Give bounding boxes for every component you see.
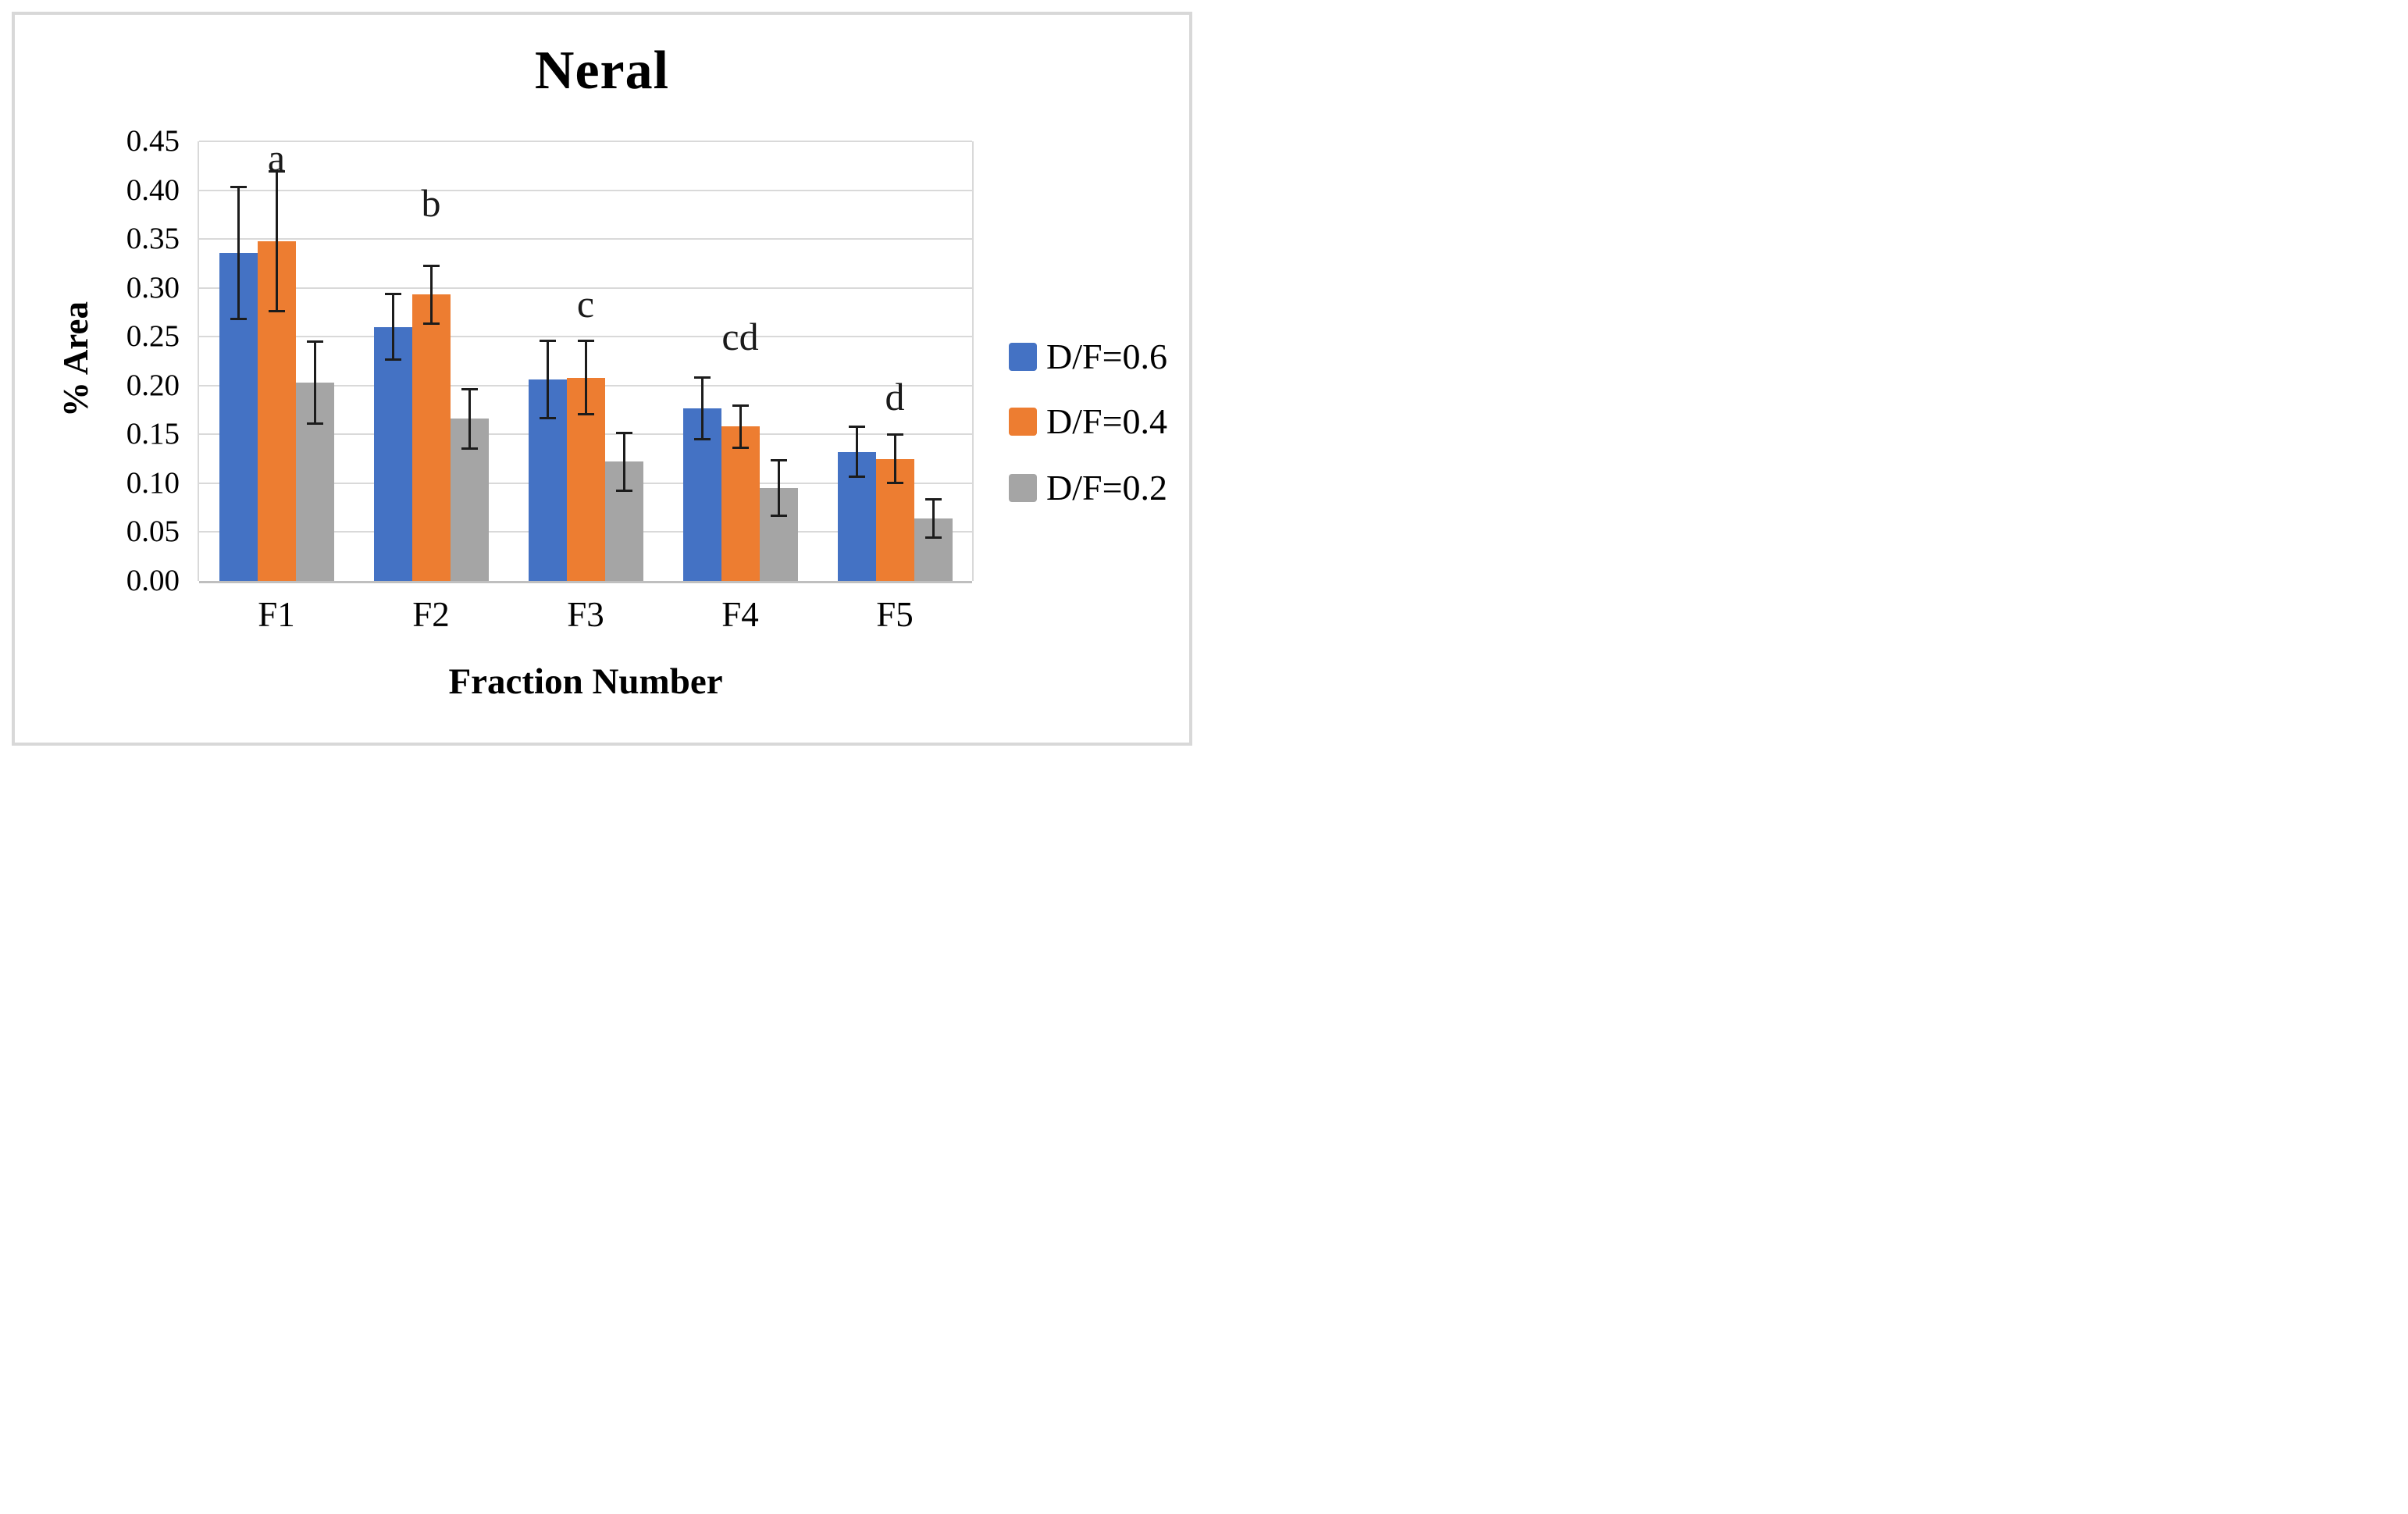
error-bar-line-F5-series0 [855,426,858,478]
y-tick-label-0.35: 0.35 [126,222,180,256]
error-bar-line-F5-series2 [931,498,935,538]
error-bar-line-F1-series1 [275,170,278,312]
figure-border-frame [12,12,1192,746]
error-bar-cap-bottom [886,481,903,484]
x-tick-label-F2: F2 [412,595,450,634]
error-bar-cap-top [268,169,285,173]
error-bar-cap-top [577,340,594,343]
bar-F2-series1 [411,294,451,581]
gridline-0.40 [199,189,972,191]
error-bar-cap-bottom [615,489,632,492]
error-bar-cap-bottom [422,322,440,325]
error-bar-line-F3-series2 [622,432,625,491]
error-bar-cap-bottom [461,447,478,451]
error-bar-cap-top [306,340,323,344]
error-bar-line-F2-series1 [429,265,433,324]
error-bar-line-F2-series0 [391,294,394,361]
neral-bar-chart-figure: Neral % Area 0.00 0.05 0.10 0.15 0.20 0.25 0.3… [0,0,1204,757]
error-bar-cap-top [422,264,440,267]
chart-title: Neral [534,41,670,101]
error-bar-cap-bottom [384,358,401,362]
bar-F2-series0 [373,326,412,581]
error-bar-cap-bottom [693,437,711,440]
gridline-0.45 [199,141,972,142]
error-bar-cap-top [230,185,247,188]
y-tick-label-0.25: 0.25 [126,319,180,354]
y-tick-label-0.05: 0.05 [126,515,180,549]
error-bar-line-F5-series1 [893,434,896,483]
y-tick-label-0.15: 0.15 [126,417,180,451]
legend-label-0: D/F=0.6 [1046,337,1168,376]
significance-letter-d: d [885,374,905,419]
error-bar-cap-bottom [770,515,787,518]
legend-swatch-0 [1009,343,1037,371]
x-axis-title: Fraction Number [448,661,723,702]
error-bar-cap-bottom [577,413,594,416]
error-bar-cap-top [693,376,711,379]
y-tick-label-0.40: 0.40 [126,173,180,207]
error-bar-line-F1-series2 [313,341,316,424]
y-tick-label-0.00: 0.00 [126,564,180,597]
y-tick-label-0.30: 0.30 [126,270,180,305]
error-bar-line-F1-series0 [237,186,240,319]
error-bar-cap-bottom [230,317,247,320]
error-bar-cap-top [732,404,749,407]
gridline-0.25 [199,336,972,338]
bar-F4-series1 [721,426,760,581]
gridline-0.30 [199,287,972,289]
error-bar-cap-bottom [268,309,285,312]
error-bar-cap-top [886,433,903,436]
error-bar-cap-bottom [848,476,865,479]
error-bar-cap-top [615,431,632,434]
significance-letter-c: c [576,281,595,326]
legend-item-1: D/F=0.4 [1009,404,1167,440]
x-tick-label-F4: F4 [721,595,759,634]
error-bar-cap-top [848,426,865,429]
error-bar-cap-top [539,340,556,343]
error-bar-line-F2-series2 [468,388,471,450]
significance-letter-b: b [421,180,441,225]
legend-label-2: D/F=0.2 [1046,468,1168,508]
legend-label-1: D/F=0.4 [1046,401,1168,441]
error-bar-cap-top [770,458,787,461]
y-tick-label-0.10: 0.10 [126,465,180,500]
error-bar-line-F3-series0 [546,340,549,419]
significance-letter-cd: cd [721,315,759,359]
error-bar-cap-bottom [924,536,942,539]
error-bar-line-F4-series0 [700,376,704,440]
error-bar-line-F3-series1 [584,340,587,415]
error-bar-cap-top [384,293,401,296]
x-axis-line [199,581,972,583]
x-tick-label-F1: F1 [258,595,295,634]
legend-swatch-1 [1009,408,1037,436]
error-bar-line-F4-series1 [739,404,742,448]
y-tick-label-0.45: 0.45 [126,124,180,158]
significance-letter-a: a [267,136,286,180]
y-tick-label-0.20: 0.20 [126,368,180,402]
error-bar-line-F4-series2 [777,459,780,517]
error-bar-cap-bottom [539,417,556,420]
x-tick-label-F3: F3 [567,595,604,634]
plot-right-border [972,141,974,581]
legend-item-0: D/F=0.6 [1009,339,1167,375]
gridline-0.35 [199,238,972,240]
legend-item-2: D/F=0.2 [1009,470,1167,506]
plot-left-border [198,141,199,581]
error-bar-cap-top [461,387,478,390]
error-bar-cap-bottom [306,422,323,425]
error-bar-cap-bottom [732,446,749,449]
x-tick-label-F5: F5 [876,595,914,634]
error-bar-cap-top [924,497,942,501]
legend: D/F=0.6 D/F=0.4 D/F=0.2 [0,0,1204,757]
legend-swatch-2 [1009,474,1037,502]
